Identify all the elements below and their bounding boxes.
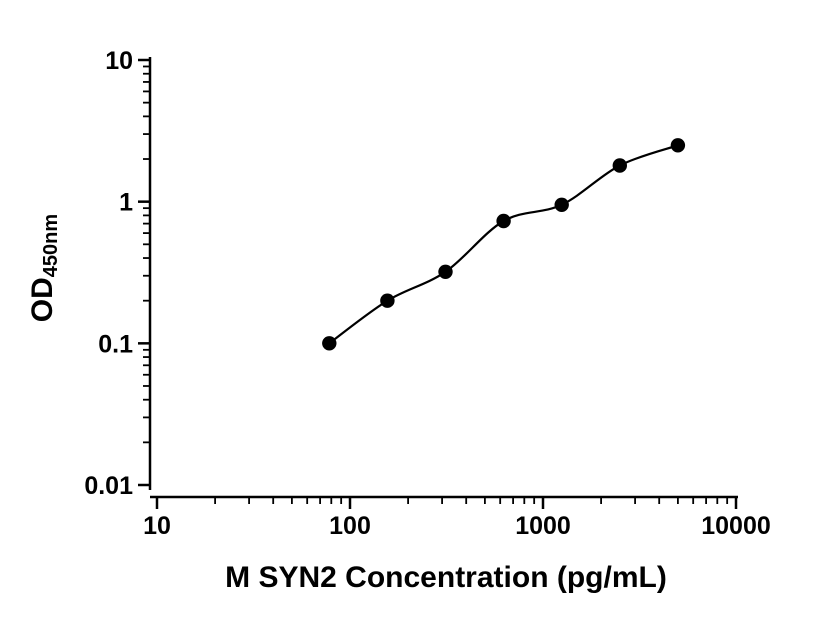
data-point-marker	[322, 336, 337, 351]
y-tick-label: 1	[119, 189, 133, 217]
x-axis-label: M SYN2 Concentration (pg/mL)	[225, 561, 667, 594]
data-point-marker	[554, 197, 569, 212]
y-axis-label-main: OD	[26, 277, 59, 322]
x-tick-label: 10000	[701, 512, 771, 540]
fit-curve	[328, 144, 679, 345]
data-point-marker	[438, 264, 453, 279]
x-tick-label: 10	[143, 512, 171, 540]
plot-layer: 10 100 1000 10000 0.01 0.1 1 10	[84, 47, 770, 540]
y-axis-label-subscript: 450nm	[40, 214, 62, 277]
y-tick-label: 0.1	[98, 330, 133, 358]
data-point-marker	[380, 293, 395, 308]
data-point-marker	[670, 138, 686, 153]
y-tick-label: 10	[105, 47, 133, 75]
y-tick-label: 0.01	[84, 472, 133, 500]
data-point-marker	[612, 158, 627, 173]
y-axis-label: OD450nm	[26, 214, 62, 322]
x-tick-label: 100	[329, 512, 371, 540]
data-point-marker	[496, 213, 511, 229]
x-tick-label: 1000	[515, 512, 571, 540]
